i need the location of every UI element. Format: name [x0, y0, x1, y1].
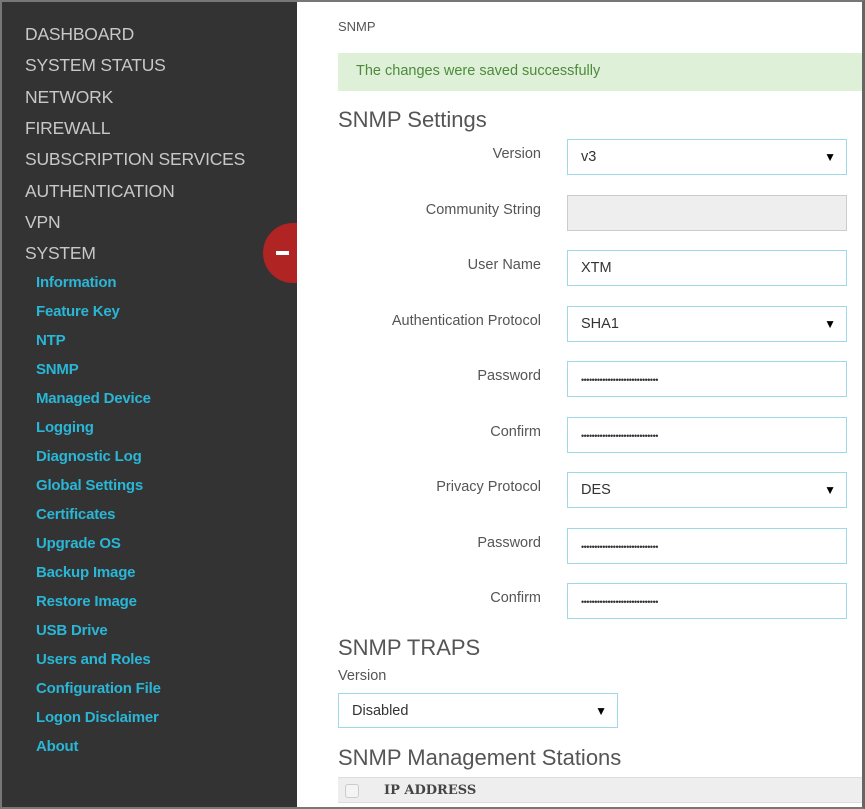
field-value: •••••••••••••••••••••••••••••: [581, 430, 658, 441]
traps-title: SNMP TRAPS: [338, 635, 481, 660]
field-label: Password: [477, 368, 541, 384]
dropdown-arrow-icon: ▼: [595, 704, 607, 718]
text-field[interactable]: XTM: [567, 250, 847, 286]
nav-subitem-about[interactable]: About: [36, 738, 79, 755]
password-field[interactable]: •••••••••••••••••••••••••••••: [567, 527, 847, 564]
nav-subitem-diagnostic-log[interactable]: Diagnostic Log: [36, 448, 142, 465]
nav-subitem-global-settings[interactable]: Global Settings: [36, 477, 144, 494]
nav-item-authentication[interactable]: AUTHENTICATION: [25, 180, 175, 201]
text-field[interactable]: [567, 194, 847, 231]
select-all-checkbox[interactable]: [345, 784, 359, 798]
field-label: Password: [477, 534, 541, 551]
minus-icon: [276, 251, 289, 255]
traps-version-label: Version: [338, 668, 387, 684]
nav-subitem-managed-device[interactable]: Managed Device: [36, 390, 151, 407]
field-value: XTM: [581, 260, 612, 276]
nav-item-network[interactable]: NETWORK: [25, 86, 114, 107]
nav-subitem-configuration-file[interactable]: Configuration File: [36, 680, 161, 697]
field-label: Community String: [425, 201, 541, 218]
field-value: DES: [581, 482, 611, 498]
stations-title: SNMP Management Stations: [338, 745, 622, 770]
field-label: User Name: [467, 257, 541, 273]
field-label: Version: [492, 146, 541, 162]
nav-item-system[interactable]: SYSTEM: [25, 243, 96, 264]
nav-subitem-ntp[interactable]: NTP: [36, 332, 66, 349]
nav-subitem-certificates[interactable]: Certificates: [36, 506, 116, 523]
field-value: •••••••••••••••••••••••••••••: [581, 597, 658, 607]
dropdown-arrow-icon: ▼: [824, 483, 836, 497]
nav-subitem-users-and-roles[interactable]: Users and Roles: [36, 651, 151, 668]
field-value: •••••••••••••••••••••••••••••: [581, 375, 658, 385]
nav-item-vpn[interactable]: VPN: [25, 211, 61, 232]
settings-title: SNMP Settings: [338, 107, 487, 132]
nav-subitem-restore-image[interactable]: Restore Image: [36, 593, 137, 610]
password-field[interactable]: •••••••••••••••••••••••••••••: [567, 416, 847, 453]
field-value: SHA1: [581, 315, 619, 332]
password-field[interactable]: •••••••••••••••••••••••••••••: [567, 361, 847, 397]
traps-version-select[interactable]: Disabled ▼: [338, 693, 618, 728]
dropdown-arrow-icon: ▼: [824, 316, 836, 331]
nav-subitem-feature-key[interactable]: Feature Key: [36, 303, 120, 320]
nav-subitem-upgrade-os[interactable]: Upgrade OS: [36, 535, 121, 552]
breadcrumb: SNMP: [338, 19, 376, 34]
select-field[interactable]: v3 ▼: [567, 139, 847, 175]
nav-subitem-usb-drive[interactable]: USB Drive: [36, 622, 108, 639]
field-label: Confirm: [490, 423, 541, 440]
select-field[interactable]: DES ▼: [567, 472, 847, 508]
success-alert: The changes were saved successfully: [338, 53, 865, 91]
password-field[interactable]: •••••••••••••••••••••••••••••: [567, 583, 847, 619]
select-field[interactable]: SHA1 ▼: [567, 305, 847, 342]
traps-version-value: Disabled: [352, 703, 409, 719]
nav-item-firewall[interactable]: FIREWALL: [25, 117, 111, 138]
nav-subitem-logon-disclaimer[interactable]: Logon Disclaimer: [36, 709, 159, 726]
nav-subitem-information[interactable]: Information: [36, 274, 117, 291]
nav-item-subscription-services[interactable]: SUBSCRIPTION SERVICES: [25, 149, 246, 170]
column-ip-address[interactable]: IP ADDRESS: [384, 783, 477, 798]
field-value: •••••••••••••••••••••••••••••: [581, 541, 658, 552]
nav-subitem-snmp[interactable]: SNMP: [36, 361, 79, 378]
field-label: Privacy Protocol: [436, 479, 541, 495]
nav-subitem-logging[interactable]: Logging: [36, 419, 94, 436]
stations-table-header: IP ADDRESS: [338, 777, 865, 803]
nav-item-dashboard[interactable]: DASHBOARD: [25, 24, 135, 44]
field-value: v3: [581, 149, 597, 165]
field-label: Authentication Protocol: [391, 312, 541, 329]
dropdown-arrow-icon: ▼: [824, 150, 836, 164]
field-label: Confirm: [490, 590, 541, 606]
nav-subitem-backup-image[interactable]: Backup Image: [36, 564, 136, 581]
sidebar: DASHBOARD SYSTEM STATUS NETWORK FIREWALL SUB…: [0, 0, 297, 809]
nav-item-system-status[interactable]: SYSTEM STATUS: [25, 55, 166, 76]
